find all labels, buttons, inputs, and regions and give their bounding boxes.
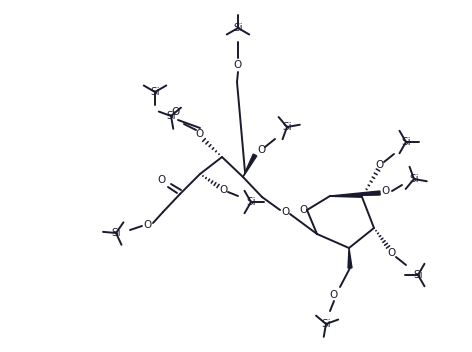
Text: O: O — [158, 175, 166, 185]
Text: Si: Si — [401, 137, 411, 147]
Text: O: O — [220, 185, 228, 195]
Text: Si: Si — [321, 319, 331, 329]
Text: O: O — [196, 129, 204, 139]
Polygon shape — [348, 248, 352, 268]
Text: O: O — [281, 207, 289, 217]
Text: O: O — [171, 107, 179, 117]
Text: O: O — [388, 248, 396, 258]
Text: Si: Si — [246, 197, 256, 207]
Polygon shape — [243, 154, 257, 177]
Text: O: O — [144, 220, 152, 230]
Text: Si: Si — [111, 228, 121, 238]
Text: Si: Si — [409, 174, 419, 184]
Text: O: O — [257, 145, 265, 155]
Text: O: O — [330, 290, 338, 300]
Text: Si: Si — [282, 122, 292, 132]
Text: O: O — [299, 205, 307, 215]
Text: Si: Si — [233, 23, 243, 33]
Text: O: O — [376, 160, 384, 170]
Polygon shape — [330, 191, 380, 196]
Text: O: O — [382, 186, 390, 196]
Text: Si: Si — [166, 111, 176, 121]
Text: Si: Si — [413, 270, 423, 280]
Text: O: O — [234, 60, 242, 70]
Text: Si: Si — [150, 87, 160, 97]
